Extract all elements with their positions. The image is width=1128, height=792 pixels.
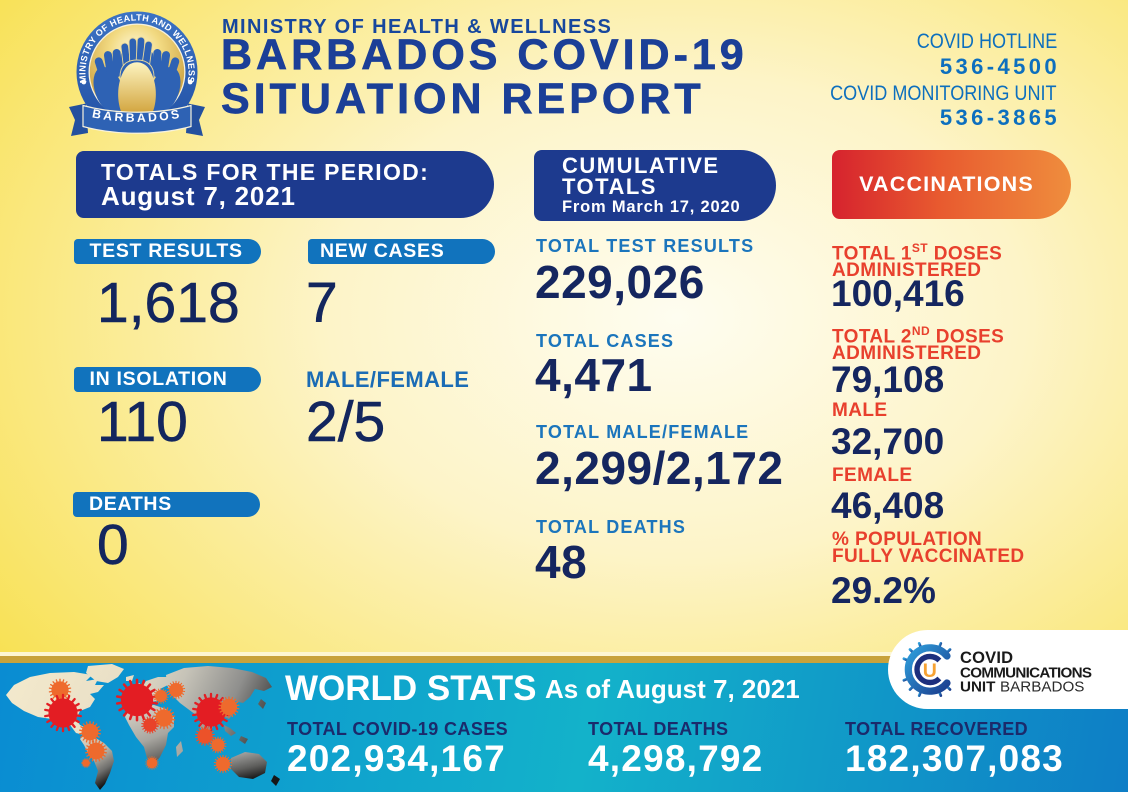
svg-text:U: U (923, 660, 937, 682)
svg-text:COMMUNICATIONS: COMMUNICATIONS (960, 665, 1092, 682)
svg-text:BARBADOS: BARBADOS (1000, 679, 1084, 696)
svg-text:COVID: COVID (960, 649, 1013, 667)
svg-text:UNIT: UNIT (960, 679, 996, 696)
svg-text:BARBADOS: BARBADOS (91, 106, 183, 125)
